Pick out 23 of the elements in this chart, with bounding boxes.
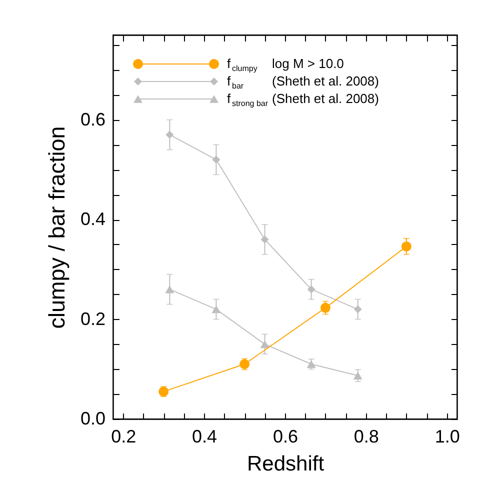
y-tick-label: 0.2: [80, 308, 106, 329]
point: [166, 130, 174, 139]
point: [212, 156, 220, 164]
point: [307, 285, 316, 294]
point: [401, 241, 412, 252]
y-axis-title: clumpy / bar fraction: [44, 126, 70, 329]
point: [353, 372, 362, 380]
point: [165, 285, 174, 294]
y-tick-label: 0.0: [80, 408, 106, 428]
y-tick-label: 0.6: [80, 109, 106, 130]
x-tick-label: 0.6: [272, 426, 298, 446]
x-tick-label: 1.0: [434, 426, 460, 446]
x-tick-label: 0.4: [192, 426, 218, 446]
point: [320, 302, 330, 313]
x-axis-title: Redshift: [246, 452, 324, 476]
point: [260, 340, 270, 348]
y-tick-label: 0.4: [80, 209, 106, 230]
point: [354, 305, 362, 314]
point: [158, 386, 169, 397]
point: [260, 235, 269, 244]
x-tick-label: 0.2: [111, 426, 136, 446]
point: [212, 305, 221, 314]
x-tick-label: 0.8: [354, 426, 379, 446]
